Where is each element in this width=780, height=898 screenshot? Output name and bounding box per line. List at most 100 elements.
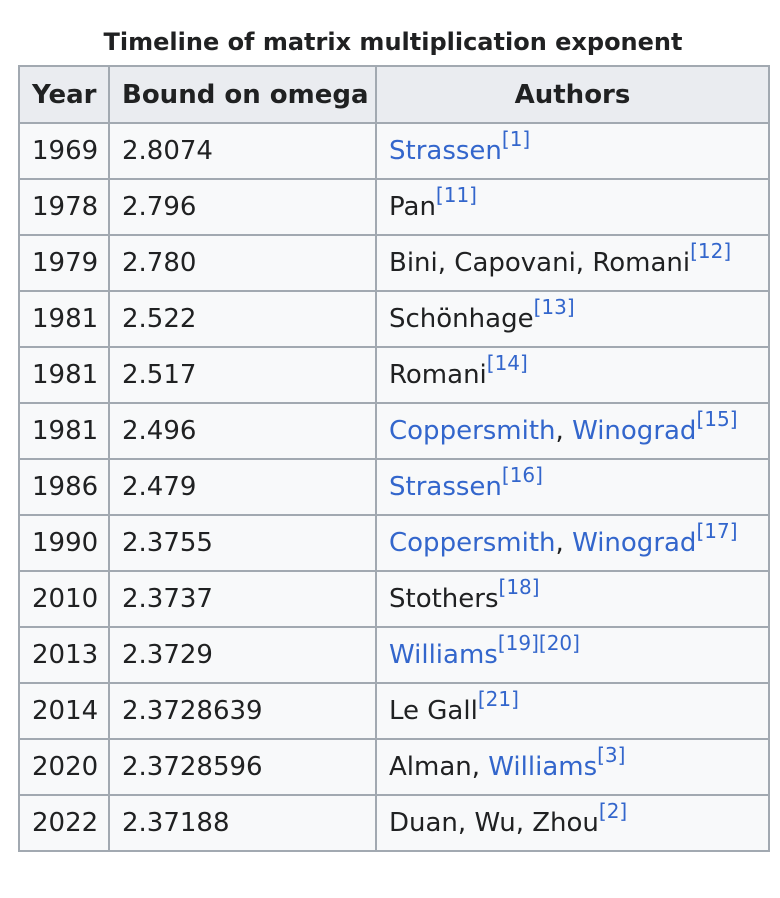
author-link[interactable]: Williams <box>389 640 498 670</box>
author-text: Stothers <box>389 584 499 614</box>
table-row: 2014 2.3728639 Le Gall[21] <box>18 682 770 740</box>
exponent-timeline-table: Year Bound on omega Authors 1969 2.8074 St… <box>18 65 770 852</box>
citation-link[interactable]: [11] <box>435 183 477 208</box>
year-cell: 1981 <box>18 402 110 460</box>
citation-link[interactable]: [12] <box>690 239 732 264</box>
citation-group: [12] <box>690 239 731 263</box>
year-cell: 2010 <box>18 570 110 628</box>
year-cell: 2013 <box>18 626 110 684</box>
authors-cell: Bini, Capovani, Romani[12] <box>375 234 770 292</box>
year-cell: 1986 <box>18 458 110 516</box>
citation-group: [21] <box>478 687 519 711</box>
author-text: Romani <box>389 360 487 390</box>
authors-cell: Stothers[18] <box>375 570 770 628</box>
table-row: 1990 2.3755 Coppersmith, Winograd[17] <box>18 514 770 572</box>
authors-cell: Strassen[1] <box>375 122 770 180</box>
author-link[interactable]: Winograd <box>572 416 697 446</box>
citation-link[interactable]: [15] <box>696 407 738 432</box>
table-row: 2022 2.37188 Duan, Wu, Zhou[2] <box>18 794 770 852</box>
citation-link[interactable]: [20] <box>538 631 580 656</box>
citation-link[interactable]: [3] <box>597 743 626 768</box>
bound-cell: 2.3728639 <box>108 682 377 740</box>
table-caption: Timeline of matrix multiplication expone… <box>103 28 683 56</box>
table-row: 1981 2.522 Schönhage[13] <box>18 290 770 348</box>
citation-link[interactable]: [21] <box>477 687 519 712</box>
citation-group: [18] <box>499 575 540 599</box>
authors-cell: Pan[11] <box>375 178 770 236</box>
author-text: Alman, <box>389 752 489 782</box>
authors-cell: Strassen[16] <box>375 458 770 516</box>
table-body: 1969 2.8074 Strassen[1] 1978 2.796 Pan[11] 197… <box>18 122 770 852</box>
bound-cell: 2.8074 <box>108 122 377 180</box>
citation-group: [2] <box>599 799 627 823</box>
bound-cell: 2.479 <box>108 458 377 516</box>
table-row: 1981 2.496 Coppersmith, Winograd[15] <box>18 402 770 460</box>
bound-cell: 2.3737 <box>108 570 377 628</box>
bound-cell: 2.796 <box>108 178 377 236</box>
author-link[interactable]: Strassen <box>389 472 502 502</box>
author-text: Bini, Capovani, Romani <box>389 248 691 278</box>
table-row: 1981 2.517 Romani[14] <box>18 346 770 404</box>
author-link[interactable]: Coppersmith <box>389 528 556 558</box>
citation-group: [15] <box>696 407 737 431</box>
citation-link[interactable]: [16] <box>501 463 543 488</box>
author-text: Duan, Wu, Zhou <box>389 808 599 838</box>
year-cell: 1990 <box>18 514 110 572</box>
author-text: Le Gall <box>389 696 478 726</box>
citation-link[interactable]: [14] <box>486 351 528 376</box>
table-row: 2010 2.3737 Stothers[18] <box>18 570 770 628</box>
table-row: 2013 2.3729 Williams[19][20] <box>18 626 770 684</box>
citation-link[interactable]: [18] <box>498 575 540 600</box>
year-cell: 1981 <box>18 290 110 348</box>
citation-group: [11] <box>436 183 477 207</box>
table-row: 1969 2.8074 Strassen[1] <box>18 122 770 180</box>
authors-cell: Coppersmith, Winograd[15] <box>375 402 770 460</box>
author-text: , <box>555 528 573 558</box>
header-row: Year Bound on omega Authors <box>18 65 770 124</box>
author-link[interactable]: Winograd <box>572 528 697 558</box>
bound-cell: 2.3729 <box>108 626 377 684</box>
bound-cell: 2.522 <box>108 290 377 348</box>
year-cell: 2022 <box>18 794 110 852</box>
authors-cell: Williams[19][20] <box>375 626 770 684</box>
header-bound[interactable]: Bound on omega <box>108 65 377 124</box>
citation-group: [13] <box>534 295 575 319</box>
authors-cell: Alman, Williams[3] <box>375 738 770 796</box>
author-link[interactable]: Williams <box>488 752 598 782</box>
author-text: Schönhage <box>389 304 534 334</box>
bound-cell: 2.37188 <box>108 794 377 852</box>
citation-group: [1] <box>502 127 530 151</box>
citation-group: [16] <box>502 463 543 487</box>
authors-cell: Le Gall[21] <box>375 682 770 740</box>
author-link[interactable]: Coppersmith <box>389 416 556 446</box>
bound-cell: 2.780 <box>108 234 377 292</box>
authors-cell: Duan, Wu, Zhou[2] <box>375 794 770 852</box>
header-year[interactable]: Year <box>18 65 110 124</box>
author-link[interactable]: Strassen <box>389 136 502 166</box>
bound-cell: 2.496 <box>108 402 377 460</box>
year-cell: 1979 <box>18 234 110 292</box>
bound-cell: 2.3755 <box>108 514 377 572</box>
citation-group: [19][20] <box>498 631 580 655</box>
citation-link[interactable]: [2] <box>598 799 628 824</box>
table-row: 1978 2.796 Pan[11] <box>18 178 770 236</box>
citation-link[interactable]: [19] <box>497 631 539 656</box>
citation-group: [17] <box>696 519 737 543</box>
citation-group: [3] <box>597 743 625 767</box>
author-text: Pan <box>389 192 436 222</box>
citation-link[interactable]: [13] <box>533 295 575 320</box>
table-row: 2020 2.3728596 Alman, Williams[3] <box>18 738 770 796</box>
header-authors[interactable]: Authors <box>375 65 770 124</box>
year-cell: 1978 <box>18 178 110 236</box>
year-cell: 1981 <box>18 346 110 404</box>
citation-link[interactable]: [17] <box>696 519 738 544</box>
authors-cell: Coppersmith, Winograd[17] <box>375 514 770 572</box>
table-row: 1979 2.780 Bini, Capovani, Romani[12] <box>18 234 770 292</box>
authors-cell: Schönhage[13] <box>375 290 770 348</box>
year-cell: 2014 <box>18 682 110 740</box>
year-cell: 2020 <box>18 738 110 796</box>
citation-link[interactable]: [1] <box>501 127 531 152</box>
table-row: 1986 2.479 Strassen[16] <box>18 458 770 516</box>
bound-cell: 2.517 <box>108 346 377 404</box>
